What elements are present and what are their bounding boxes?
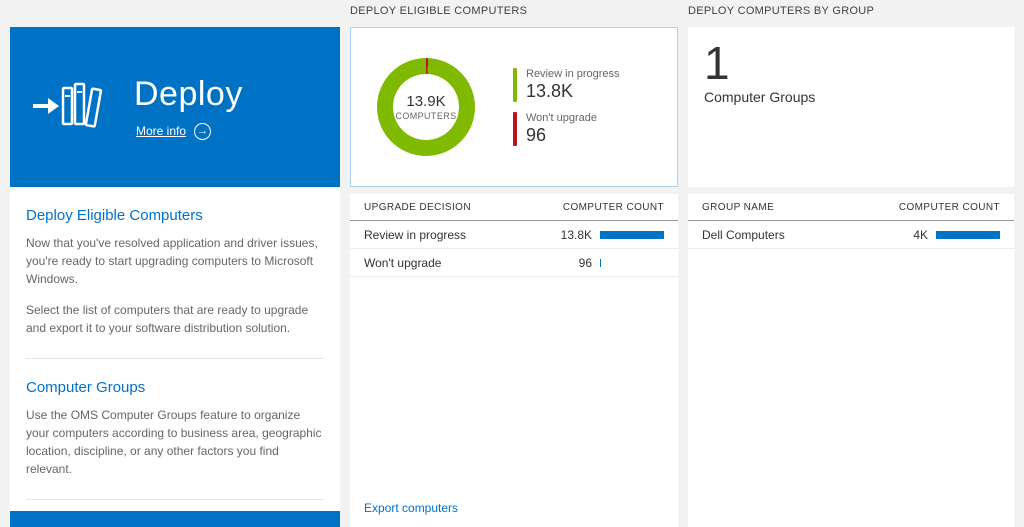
- left-column: Deploy More info → Deploy Eligible Compu…: [10, 0, 340, 527]
- tile-title: Deploy: [134, 74, 243, 113]
- section-title-deploy-computers-by-group: DEPLOY COMPUTERS BY GROUP: [688, 5, 875, 17]
- section-paragraph: Now that you've resolved application and…: [26, 236, 318, 286]
- column-header-computer-count: COMPUTER COUNT: [898, 201, 1000, 213]
- row-value-cell: 13.8K: [561, 228, 664, 242]
- group-count-value: 1: [704, 37, 730, 89]
- eligible-computers-donut-card[interactable]: 13.9K COMPUTERS Review in progress 13.8K…: [350, 27, 678, 187]
- donut-legend: Review in progress 13.8K Won't upgrade 9…: [513, 68, 620, 146]
- description-card: Deploy Eligible Computers Now that you'v…: [10, 187, 340, 511]
- row-value: 13.8K: [560, 227, 592, 242]
- more-info-arrow-icon[interactable]: →: [194, 122, 212, 140]
- table-row[interactable]: Dell Computers 4K: [688, 221, 1014, 249]
- row-label: Won't upgrade: [364, 255, 442, 270]
- tile-footer-bar: [10, 511, 340, 527]
- table-row[interactable]: Won't upgrade 96: [350, 249, 678, 277]
- deploy-tile-text: Deploy More info →: [134, 75, 243, 140]
- legend-item-review-in-progress: Review in progress 13.8K: [513, 68, 620, 102]
- table-header-row: GROUP NAME COMPUTER COUNT: [688, 194, 1014, 221]
- section-title-deploy-eligible-computers: DEPLOY ELIGIBLE COMPUTERS: [350, 5, 528, 17]
- deploy-eligible-computers-column: DEPLOY ELIGIBLE COMPUTERS 13.9K COMPUTER…: [350, 0, 678, 527]
- legend-color-green: [513, 68, 517, 102]
- export-computers-link[interactable]: Export computers: [364, 501, 459, 515]
- bar-track: [600, 230, 664, 239]
- group-name-table: GROUP NAME COMPUTER COUNT Dell Computers…: [688, 194, 1014, 527]
- deploy-computers-by-group-column: DEPLOY COMPUTERS BY GROUP 1 Computer Gro…: [688, 0, 1014, 527]
- row-value-cell: 4K: [913, 228, 1000, 242]
- group-count-label: Computer Groups: [704, 89, 816, 106]
- legend-value: 13.8K: [526, 81, 574, 101]
- row-value-cell: 96: [579, 256, 664, 270]
- section-divider: [26, 358, 324, 359]
- legend-value: 96: [526, 125, 547, 145]
- row-value: 96: [578, 255, 592, 270]
- computers-donut-chart: 13.9K COMPUTERS: [377, 58, 475, 156]
- section-heading: Computer Groups: [26, 379, 146, 396]
- column-header-computer-count: COMPUTER COUNT: [562, 201, 664, 213]
- donut-center: 13.9K COMPUTERS: [393, 74, 459, 140]
- count-bar: [600, 230, 664, 239]
- legend-text: Won't upgrade 96: [526, 112, 597, 146]
- section-computer-groups: Computer Groups Use the OMS Computer Gro…: [26, 359, 324, 499]
- legend-label: Won't upgrade: [526, 112, 598, 124]
- donut-center-label: COMPUTERS: [395, 111, 457, 121]
- legend-label: Review in progress: [526, 68, 620, 80]
- deploy-tile[interactable]: Deploy More info →: [10, 27, 340, 187]
- bar-track: [936, 230, 1000, 239]
- legend-item-wont-upgrade: Won't upgrade 96: [513, 112, 620, 146]
- table-header-row: UPGRADE DECISION COMPUTER COUNT: [350, 194, 678, 221]
- count-bar: [600, 258, 602, 267]
- section-heading: Deploy Eligible Computers: [26, 207, 203, 224]
- section-deploy-eligible-computers: Deploy Eligible Computers Now that you'v…: [26, 187, 324, 358]
- upgrade-decision-table: UPGRADE DECISION COMPUTER COUNT Review i…: [350, 194, 678, 527]
- row-label: Dell Computers: [702, 227, 785, 242]
- row-label: Review in progress: [364, 227, 467, 242]
- column-header-upgrade-decision: UPGRADE DECISION: [364, 201, 471, 213]
- row-value: 4K: [913, 227, 928, 242]
- table-row[interactable]: Review in progress 13.8K: [350, 221, 678, 249]
- legend-color-red: [513, 112, 517, 146]
- section-paragraph: Select the list of computers that are re…: [26, 303, 309, 335]
- more-info-row: More info →: [136, 122, 243, 140]
- legend-text: Review in progress 13.8K: [526, 68, 620, 102]
- column-header-group-name: GROUP NAME: [702, 201, 775, 213]
- bar-track: [600, 258, 664, 267]
- computer-groups-summary-card[interactable]: 1 Computer Groups: [688, 27, 1014, 187]
- left-column-header-spacer: [10, 0, 340, 27]
- section-divider: [26, 499, 324, 500]
- section-paragraph: Use the OMS Computer Groups feature to o…: [26, 408, 322, 476]
- count-bar: [936, 230, 1000, 239]
- deploy-icon: [32, 76, 104, 139]
- more-info-link[interactable]: More info: [136, 124, 187, 138]
- donut-center-value: 13.9K: [406, 93, 446, 110]
